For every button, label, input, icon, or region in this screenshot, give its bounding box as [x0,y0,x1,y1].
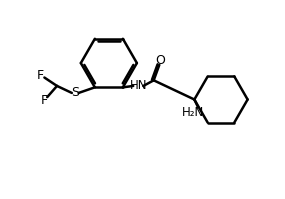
Text: H₂N: H₂N [182,106,204,119]
Text: S: S [71,86,79,100]
Text: F: F [36,69,44,82]
Text: O: O [155,54,165,67]
Text: F: F [41,94,48,107]
Text: HN: HN [130,79,147,92]
